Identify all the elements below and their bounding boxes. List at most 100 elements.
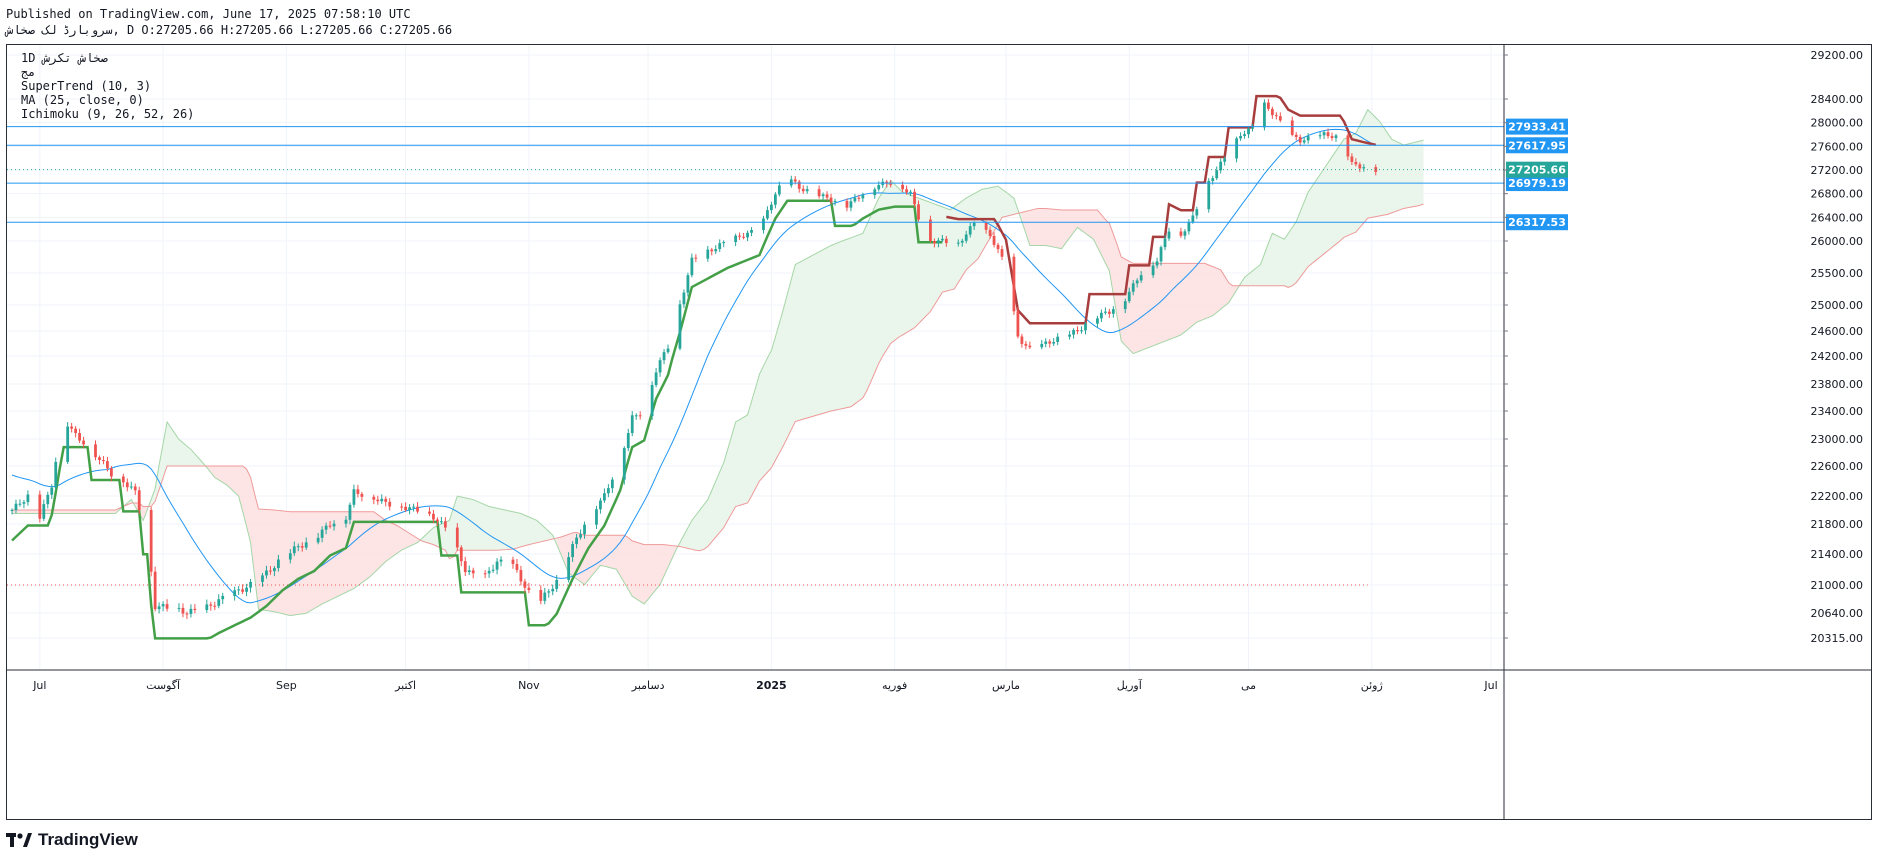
chart-frame[interactable]: 27933.41 27617.95 26979.19 26317.53 27205.66… [6, 44, 1872, 820]
candle-body [682, 292, 686, 305]
candle-body [1235, 138, 1238, 159]
cloud-bear-segment [12, 503, 128, 514]
candle-body [1290, 120, 1294, 135]
candle-body [1350, 156, 1354, 162]
candle-body [853, 197, 857, 202]
candle-body [583, 524, 586, 535]
moving-average [11, 128, 1376, 604]
candle-body [694, 257, 698, 259]
candle-body [746, 232, 749, 238]
price-tick-label-9: 25000.00 [1811, 299, 1864, 312]
candle-body [300, 546, 304, 548]
legend-supertrend[interactable]: SuperTrend (10, 3) [21, 79, 152, 93]
candle-body [165, 604, 169, 609]
candle-body [428, 511, 431, 514]
candle-body [94, 444, 97, 458]
candle-body [797, 181, 801, 189]
candle-body [1107, 311, 1111, 314]
candle-body [1318, 135, 1322, 137]
candle-body [221, 595, 225, 600]
candle-body [467, 570, 471, 573]
candle-body [153, 571, 157, 610]
candle-body [1207, 180, 1211, 210]
last-price-label-bg [1506, 161, 1568, 178]
candle-body [662, 352, 666, 361]
candle-body [249, 581, 252, 588]
candle-body [666, 348, 670, 353]
candle-body [360, 493, 364, 497]
candle-body [82, 440, 85, 445]
candle-body [10, 510, 14, 511]
price-tick-label-21: 20315.00 [1811, 632, 1864, 645]
candle-body [50, 487, 54, 495]
candle-body [1354, 161, 1358, 165]
candle-body [539, 590, 543, 601]
candle-body [185, 613, 189, 615]
candle-body [149, 510, 153, 572]
candle-body [825, 194, 829, 198]
candle-body [1155, 261, 1159, 266]
candle-body [599, 500, 602, 510]
candle-body [1274, 115, 1278, 117]
candle-body [1135, 280, 1139, 284]
candle-body [710, 249, 714, 252]
candle-body [789, 179, 793, 186]
candle-body [332, 523, 336, 527]
price-tick-label-6: 26400.00 [1811, 211, 1864, 224]
level-label-0: 27933.41 [1508, 121, 1566, 134]
candle-body [1024, 343, 1028, 346]
price-tick-label-19: 21000.00 [1811, 579, 1864, 592]
time-label-7: فوریه [882, 679, 907, 692]
candle-body [1028, 345, 1032, 348]
price-tick-label-15: 22600.00 [1811, 460, 1864, 473]
legend-ichimoku[interactable]: Ichimoku (9, 26, 52, 26) [21, 107, 195, 121]
candle-body [261, 575, 264, 582]
candle-body [269, 570, 272, 572]
tradingview-logo-icon [6, 833, 32, 847]
candle-body [1263, 102, 1266, 128]
candle-body [376, 499, 380, 502]
candle-body [1167, 231, 1171, 239]
candle-body [459, 547, 463, 562]
price-tick-label-4: 27200.00 [1811, 164, 1864, 177]
candle-body [738, 235, 741, 237]
candle-body [1239, 135, 1242, 139]
candle-body [384, 498, 388, 502]
time-label-10: می [1241, 679, 1256, 692]
candle-body [770, 204, 773, 211]
candle-body [273, 568, 276, 572]
candle-body [857, 197, 861, 199]
candle-body [328, 525, 332, 527]
last-price-label: 27205.66 [1508, 164, 1566, 177]
candle-body [1139, 275, 1143, 281]
symbol-ohlc-header: سروبارڈ لک صخاش, D O:27205.66 H:27205.66… [6, 23, 453, 37]
cloud-bull-segment [1240, 109, 1424, 288]
candle-body [463, 561, 467, 573]
price-chart[interactable]: 27933.41 27617.95 26979.19 26317.53 27205.66… [7, 45, 1871, 819]
price-tick-label-13: 23400.00 [1811, 405, 1864, 418]
candle-body [1322, 132, 1326, 136]
candle-body [245, 587, 248, 592]
level-label-2: 26979.19 [1508, 177, 1566, 190]
candle-body [1270, 108, 1274, 116]
time-label-11: ژوئن [1361, 679, 1383, 692]
candle-body [706, 249, 710, 259]
candle-body [408, 507, 411, 511]
tradingview-brand[interactable]: TradingView [6, 828, 138, 852]
candle-body [1159, 247, 1163, 262]
cloud-span-a [12, 108, 1424, 617]
candle-body [296, 546, 300, 548]
candle-body [416, 506, 419, 512]
ichimoku-cloud [12, 108, 1424, 617]
candle-body [658, 360, 662, 373]
time-label-5: دسامبر [631, 679, 665, 692]
candle-body [1330, 136, 1334, 139]
time-label-12: Jul [1483, 679, 1497, 692]
candle-body [933, 241, 936, 244]
candle-body [1346, 135, 1350, 157]
candle-body [483, 573, 487, 575]
candle-body [129, 486, 133, 488]
price-axis: 29200.00 28400.00 28000.00 27600.00 27200.00… [1503, 45, 1864, 819]
legend-ma[interactable]: MA (25, close, 0) [21, 93, 144, 107]
candle-body [1123, 301, 1127, 310]
